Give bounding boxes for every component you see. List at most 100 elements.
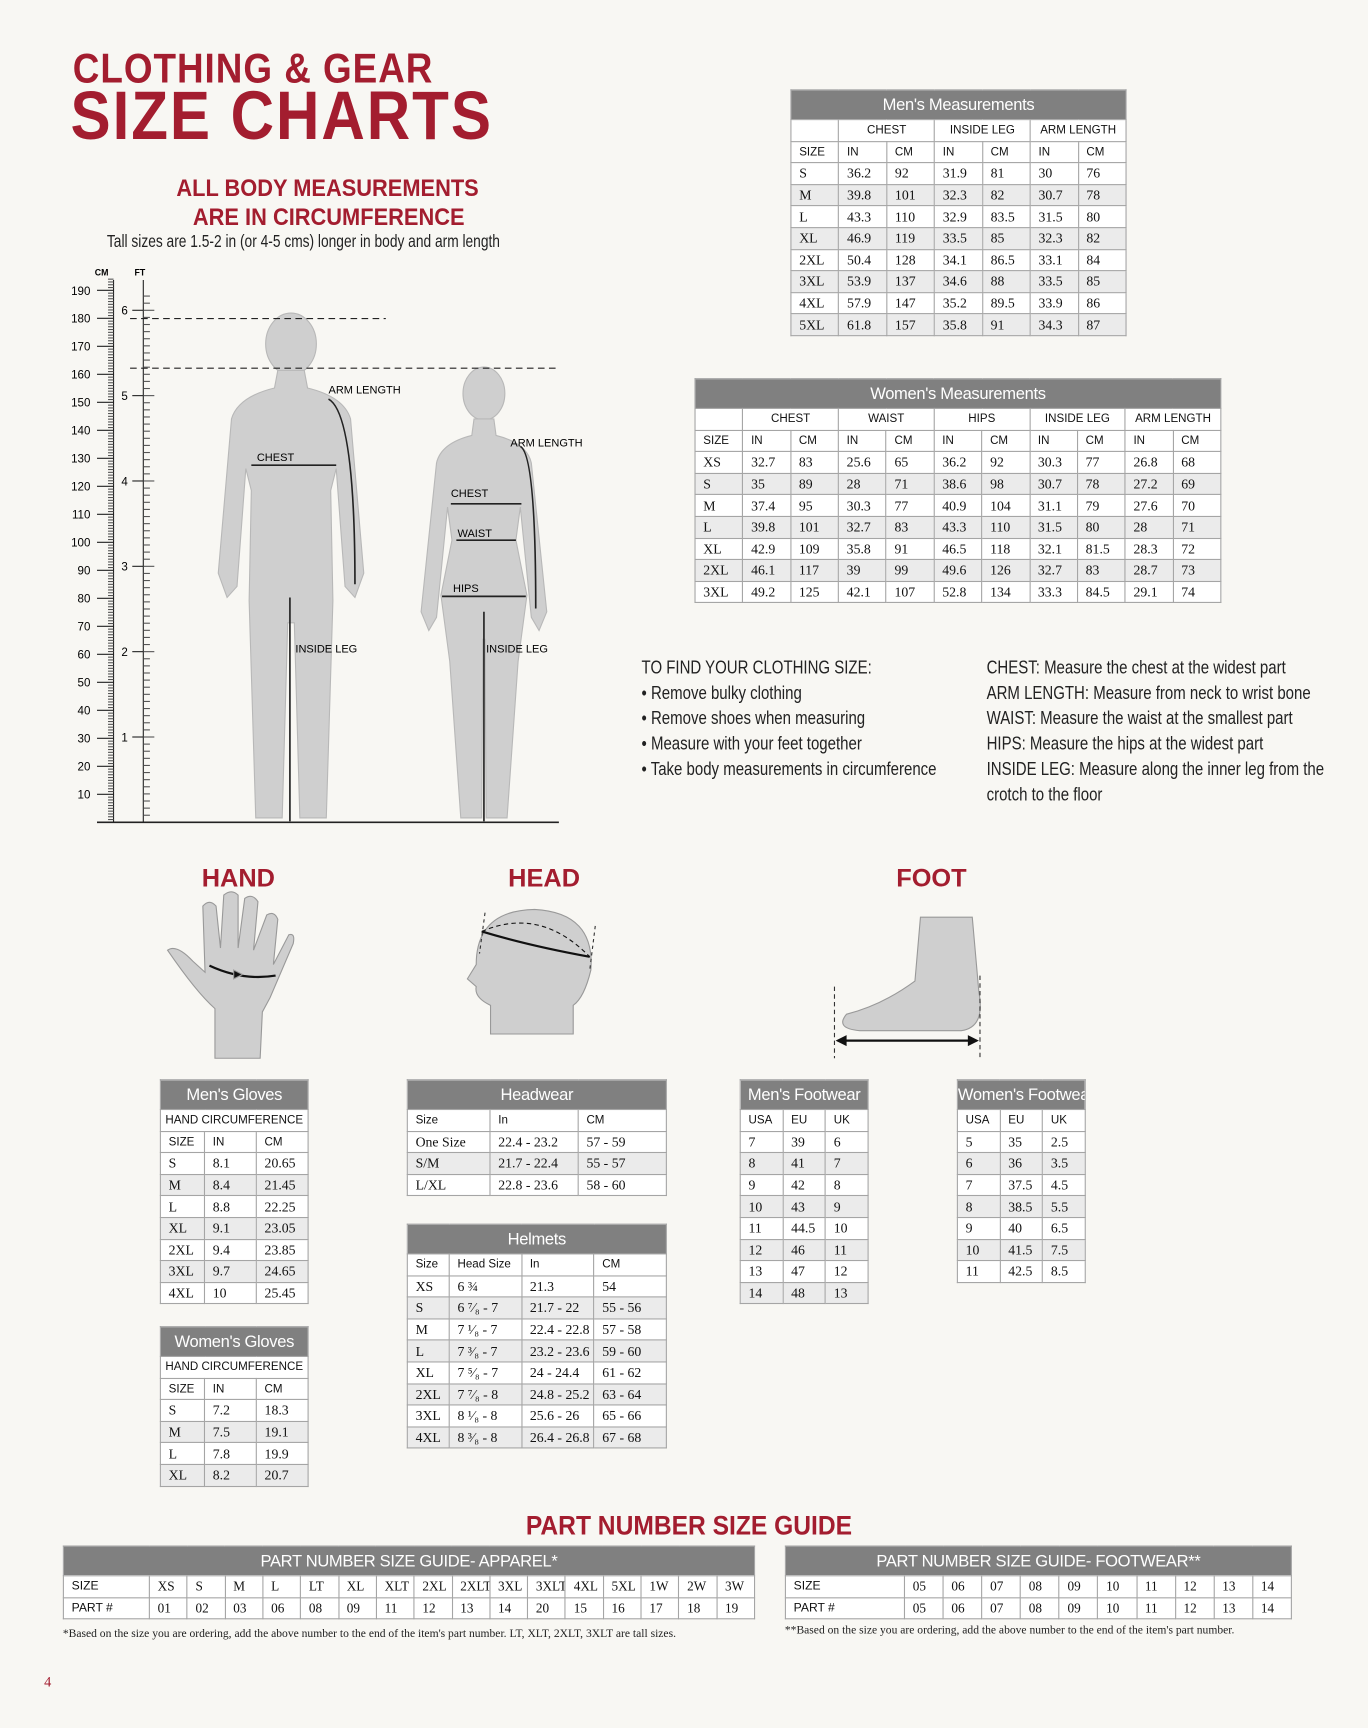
table-cell: 27.6 [1124,494,1174,517]
table-row: 13 47 12 [739,1260,869,1283]
table-cell: 34.6 [933,270,983,293]
page-number: 4 [44,1673,52,1690]
cm-tick-label: 60 [78,650,91,662]
table-cell: 33.5 [933,227,983,250]
table-row: XL 42.9 109 35.8 91 46.5 118 32.1 81.5 28.3 72 [694,537,1222,561]
table-row: PART #05 06 07 08 09 10 11 12 13 14 [784,1596,1292,1620]
table-row: PART #01 02 03 06 08 09 11 12 13 14 20 15 16 17 18 19 [62,1596,756,1620]
group-header: CHEST [742,407,839,431]
table-cell: 88 [981,270,1031,293]
table-row: XL 9.1 23.05 [159,1216,309,1240]
table-cell: 14 [1252,1596,1292,1620]
table-cell: 85 [981,227,1031,250]
cm-tick-label: 150 [71,398,90,410]
table-cell: 9.4 [203,1238,257,1262]
table-cell: 71 [885,472,935,496]
table-cell: 83.5 [981,205,1031,229]
table-cell: 7 ³⁄₈ - 7 [448,1339,523,1363]
part-number-table: PART NUMBER SIZE GUIDE- APPAREL* SIZE XS S M… [62,1545,756,1620]
table-cell: 09 [1058,1575,1099,1598]
table-cell: 11 [375,1596,415,1620]
title-row: Headwear [406,1079,667,1111]
table-cell: XL [159,1216,206,1240]
figure-label: ARM LENGTH [510,437,582,449]
column-header: In [489,1108,579,1132]
group-row: CHEST INSIDE LEG ARM LENGTH [790,119,1127,142]
column-header: CM [981,140,1031,164]
table-cell: 81 [981,162,1031,185]
table-cell: 12 [1174,1575,1215,1598]
cm-tick-label: 20 [78,762,91,774]
table-cell: 8.1 [203,1152,257,1175]
title-row: Women's Footwear [956,1079,1086,1111]
instructions-heading: TO FIND YOUR CLOTHING SIZE: [641,656,872,678]
table-cell: 40.9 [933,494,983,517]
column-header: CM [886,140,936,164]
size-table: Men's Footwear USA EU UK 7 39 6 8 41 7 9 42 8 10 43 9 11… [739,1079,869,1305]
table-row: 2XL 50.4 128 34.1 86.5 33.1 84 [790,248,1127,272]
column-header: IN [203,1377,257,1401]
table-cell: 13 [824,1281,869,1305]
table-cell: 77 [1076,451,1126,474]
instructions: TO FIND YOUR CLOTHING SIZE: • Remove bulk… [642,655,937,782]
table-cell: 19.9 [255,1442,309,1465]
table-cell: 47 [782,1260,826,1283]
table-cell: 57 - 58 [593,1318,667,1341]
column-header: SIZE [694,429,744,453]
table-cell: 03 [224,1596,264,1620]
table-cell: 01 [148,1596,188,1620]
table-cell: S [694,472,744,496]
table-cell: 21.7 - 22 [521,1296,595,1320]
table-cell: 9 [824,1195,869,1219]
table-cell: 109 [790,537,839,561]
table-cell: 10 [203,1281,257,1305]
table-cell: 28 [1124,515,1174,539]
table-cell: 86.5 [981,248,1031,272]
table-cell: 42.1 [837,580,887,604]
table-cell: 3XL [790,270,840,293]
table-cell: 13 [451,1596,491,1620]
table-cell: 3XL [694,580,744,604]
table-cell: L [159,1442,206,1465]
column-header: SIZE [159,1130,206,1154]
figure-label: INSIDE LEG [486,644,548,656]
table-cell: 57 - 59 [577,1130,667,1154]
column-header: IN [203,1130,257,1154]
table-cell: 61 - 62 [593,1361,667,1385]
table-cell: 2XL [694,559,744,582]
table-title: Headwear [406,1079,667,1111]
table-cell: 12 [739,1238,784,1262]
table-row: S 35 89 28 71 38.6 98 30.7 78 27.2 69 [694,472,1222,496]
table-cell: 7.5 [203,1420,257,1444]
size-table: Women's Gloves HAND CIRCUMFERENCE SIZE IN CM… [159,1326,309,1487]
table-cell: 10 [956,1238,1001,1262]
table-cell: L [262,1575,302,1598]
table-row: XL 7 ⁵⁄₈ - 7 24 - 24.4 61 - 62 [406,1361,667,1385]
group-header: ARM LENGTH [1029,119,1127,142]
column-header: CM [981,429,1031,453]
table-cell: 6 ⁷⁄₈ - 7 [448,1296,523,1320]
table-cell: 34.1 [933,248,983,272]
table-cell: 31.5 [1029,515,1078,539]
table-cell: 33.1 [1029,248,1079,272]
table-cell: S/M [406,1152,491,1175]
table-row: 11 44.5 10 [739,1216,869,1240]
table-cell: M [159,1420,206,1444]
cm-tick-label: 160 [71,370,90,382]
table-cell: 10 [824,1216,869,1240]
table-cell: 4XL [159,1281,206,1305]
title-row: Women's Gloves [159,1326,309,1357]
table-cell: 82 [981,183,1031,207]
table-cell: 8.5 [1042,1260,1086,1283]
table-cell: 87 [1077,313,1127,337]
table-cell: 13 [1213,1596,1254,1620]
definition: INSIDE LEG: Measure along the inner leg … [986,758,1325,780]
ruler: CM FT 10 20 30 40 50 60 70 80 90 100 110 120 130 140 150… [71,268,155,821]
cm-tick-label: 170 [71,342,90,354]
column-header: In [521,1253,595,1277]
table-cell: 33.9 [1029,291,1079,315]
table-cell: S [159,1399,206,1422]
table-cell: 81.5 [1076,537,1126,561]
table-cell: M [406,1318,450,1341]
table-cell: 35.2 [933,291,983,315]
